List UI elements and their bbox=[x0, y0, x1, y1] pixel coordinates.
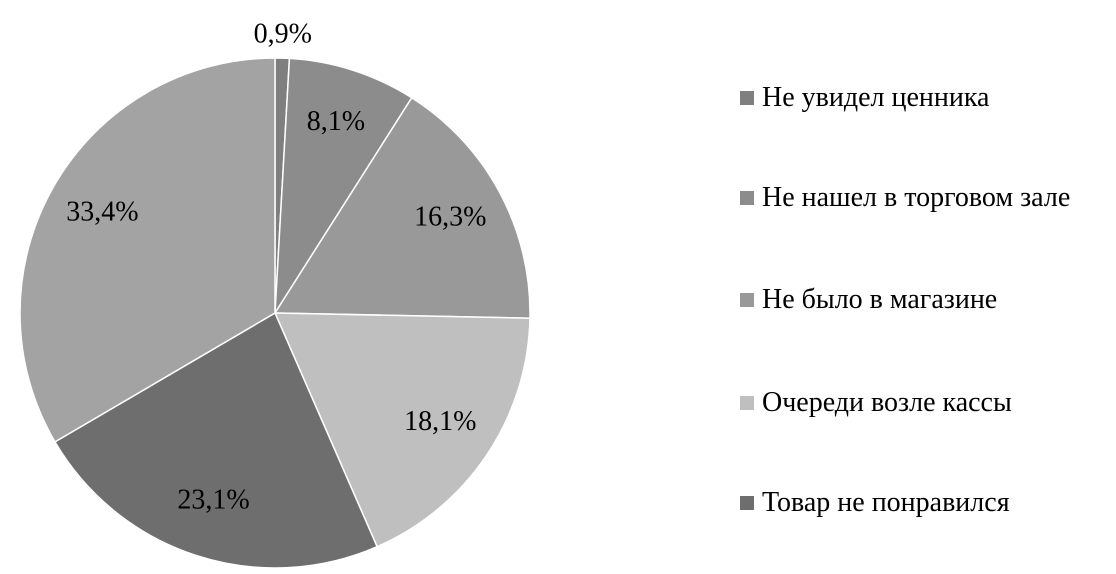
legend-label: Товар не понравился bbox=[762, 487, 1010, 518]
data-label: 0,9% bbox=[254, 19, 312, 50]
pie-slice bbox=[273, 96, 531, 319]
legend-swatch bbox=[740, 293, 754, 307]
legend-item: Не увидел ценника bbox=[740, 78, 1110, 118]
pie-slice bbox=[53, 311, 379, 569]
data-label: 33,4% bbox=[66, 197, 138, 228]
pie-slice bbox=[274, 57, 413, 316]
legend-label: Не было в магазине bbox=[762, 284, 998, 315]
data-label: 23,1% bbox=[177, 485, 249, 516]
pie-slice bbox=[19, 57, 276, 443]
legend-label: Не увидел ценника bbox=[762, 82, 990, 113]
legend-item: Товар не понравился bbox=[740, 483, 1110, 523]
data-label: 8,1% bbox=[307, 106, 365, 137]
data-label: 18,1% bbox=[404, 406, 476, 437]
legend-swatch bbox=[740, 191, 754, 205]
legend-item: Очереди возле кассы bbox=[740, 383, 1110, 423]
legend-item: Не было в магазине bbox=[740, 280, 1110, 320]
legend-swatch bbox=[740, 396, 754, 410]
legend-swatch bbox=[740, 496, 754, 510]
legend-label: Очереди возле кассы bbox=[762, 387, 1012, 418]
chart: 0,9% 8,1% 16,3% 18,1% 23,1% 33,4% bbox=[19, 19, 531, 569]
data-label: 16,3% bbox=[414, 201, 486, 232]
legend-swatch bbox=[740, 91, 754, 105]
pie-slice bbox=[273, 312, 531, 548]
legend-item: Не нашел в торговом зале bbox=[740, 178, 1110, 218]
legend-label: Не нашел в торговом зале bbox=[762, 182, 1071, 213]
